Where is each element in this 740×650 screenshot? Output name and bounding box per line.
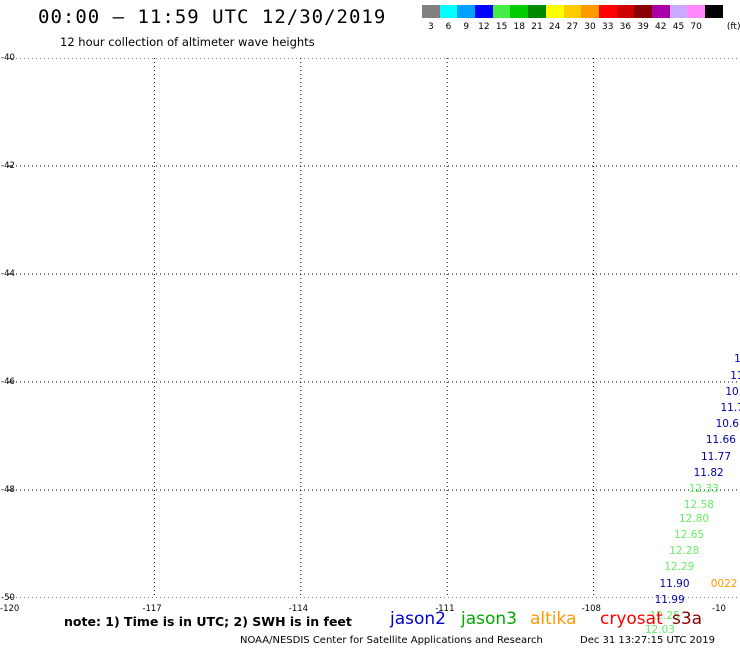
longitude-label: -111 bbox=[435, 604, 455, 614]
wave-height-observation: 11 bbox=[730, 369, 740, 382]
longitude-label: -114 bbox=[288, 604, 309, 614]
generated-timestamp: Dec 31 13:27:15 UTC 2019 bbox=[580, 635, 715, 646]
satellite-s3a: s3a bbox=[672, 609, 703, 629]
legend-label: 36 bbox=[619, 22, 632, 32]
wave-height-observation: 12.03 bbox=[644, 624, 675, 637]
wave-height-observation: 12.58 bbox=[683, 499, 714, 512]
legend-label: 24 bbox=[548, 22, 561, 32]
legend-swatch bbox=[492, 5, 511, 18]
wave-height-legend-labels: 3 6 9 12 15 18 21 24 27 30 33 36 39 42 45 70 (ft) bbox=[422, 22, 740, 32]
legend-swatch bbox=[510, 5, 529, 18]
wave-height-observation: 12.80 bbox=[679, 512, 710, 525]
legend-label: 45 bbox=[672, 22, 685, 32]
latitude-label: -50 bbox=[1, 593, 15, 603]
wave-height-observation: 12.33 bbox=[688, 483, 719, 495]
satellite-jason3: jason3 bbox=[461, 609, 517, 629]
latitude-label: -42 bbox=[1, 161, 15, 171]
latitude-label: -48 bbox=[1, 485, 15, 495]
latitude-label: -46 bbox=[1, 377, 15, 387]
map-title: 00:00 — 11:59 UTC 12/30/2019 bbox=[38, 6, 387, 28]
legend-swatch bbox=[581, 5, 599, 18]
legend-label: 30 bbox=[584, 22, 596, 32]
longitude-label: -120 bbox=[0, 604, 20, 614]
legend-label bbox=[705, 22, 723, 32]
wave-height-observation: 12.65 bbox=[674, 528, 705, 541]
legend-swatch bbox=[545, 5, 564, 18]
wave-height-observation: 10 bbox=[734, 353, 740, 366]
legend-label: 70 bbox=[690, 22, 702, 32]
legend-label: 18 bbox=[513, 22, 525, 32]
wave-height-observation: 12.28 bbox=[669, 545, 700, 558]
legend-label: 39 bbox=[637, 22, 649, 32]
wave-height-observation: 11.99 bbox=[654, 593, 685, 606]
wave-height-observation: 12.25 bbox=[649, 609, 680, 622]
legend-label: 6 bbox=[445, 22, 452, 32]
legend-swatch bbox=[705, 5, 723, 18]
legend-label: 27 bbox=[566, 22, 579, 32]
latitude-label: -40 bbox=[1, 53, 15, 63]
footnote: note: 1) Time is in UTC; 2) SWH is in fe… bbox=[64, 614, 352, 629]
wave-height-observation: 11.82 bbox=[693, 466, 724, 479]
wave-height-color-legend bbox=[422, 5, 723, 18]
legend-label: 42 bbox=[655, 22, 667, 32]
legend-swatch bbox=[634, 5, 652, 18]
legend-label: 9 bbox=[463, 22, 470, 32]
legend-label: 12 bbox=[478, 22, 490, 32]
map-plot-area bbox=[8, 58, 740, 598]
legend-swatch bbox=[687, 5, 705, 18]
satellite-altika: altika bbox=[530, 609, 577, 629]
legend-swatch bbox=[457, 5, 476, 18]
legend-swatch bbox=[422, 5, 440, 18]
longitude-label: -117 bbox=[142, 604, 162, 614]
legend-swatch bbox=[528, 5, 546, 18]
wave-height-observation: 0022 bbox=[710, 577, 738, 590]
legend-swatch bbox=[439, 5, 458, 18]
legend-swatch bbox=[616, 5, 635, 18]
wave-height-observation: 10.6 bbox=[715, 418, 739, 431]
wave-height-observation: 11.66 bbox=[705, 434, 736, 447]
legend-label: 21 bbox=[531, 22, 543, 32]
wave-height-observation: 11.7 bbox=[720, 402, 740, 414]
legend-swatch bbox=[598, 5, 617, 18]
longitude-label: -10 bbox=[712, 604, 726, 614]
satellite-cryosat: cryosat bbox=[600, 609, 663, 629]
longitude-label: -108 bbox=[581, 604, 601, 614]
legend-label: 15 bbox=[495, 22, 508, 32]
legend-swatch bbox=[475, 5, 493, 18]
wave-height-observation: 10. bbox=[725, 385, 740, 398]
wave-height-observation: 11.90 bbox=[659, 577, 690, 590]
map-subtitle: 12 hour collection of altimeter wave hei… bbox=[60, 35, 315, 49]
legend-swatch bbox=[651, 5, 670, 18]
wave-height-observation: 12.29 bbox=[664, 561, 695, 574]
legend-swatch bbox=[563, 5, 582, 18]
satellite-jason2: jason2 bbox=[390, 609, 446, 629]
legend-label: 33 bbox=[601, 22, 614, 32]
legend-swatch bbox=[669, 5, 688, 18]
legend-unit: (ft) bbox=[726, 22, 740, 32]
legend-label: 3 bbox=[427, 22, 434, 32]
credit-text: NOAA/NESDIS Center for Satellite Applica… bbox=[240, 635, 543, 646]
latitude-label: -44 bbox=[1, 269, 15, 279]
wave-height-observation: 11.77 bbox=[700, 450, 732, 463]
